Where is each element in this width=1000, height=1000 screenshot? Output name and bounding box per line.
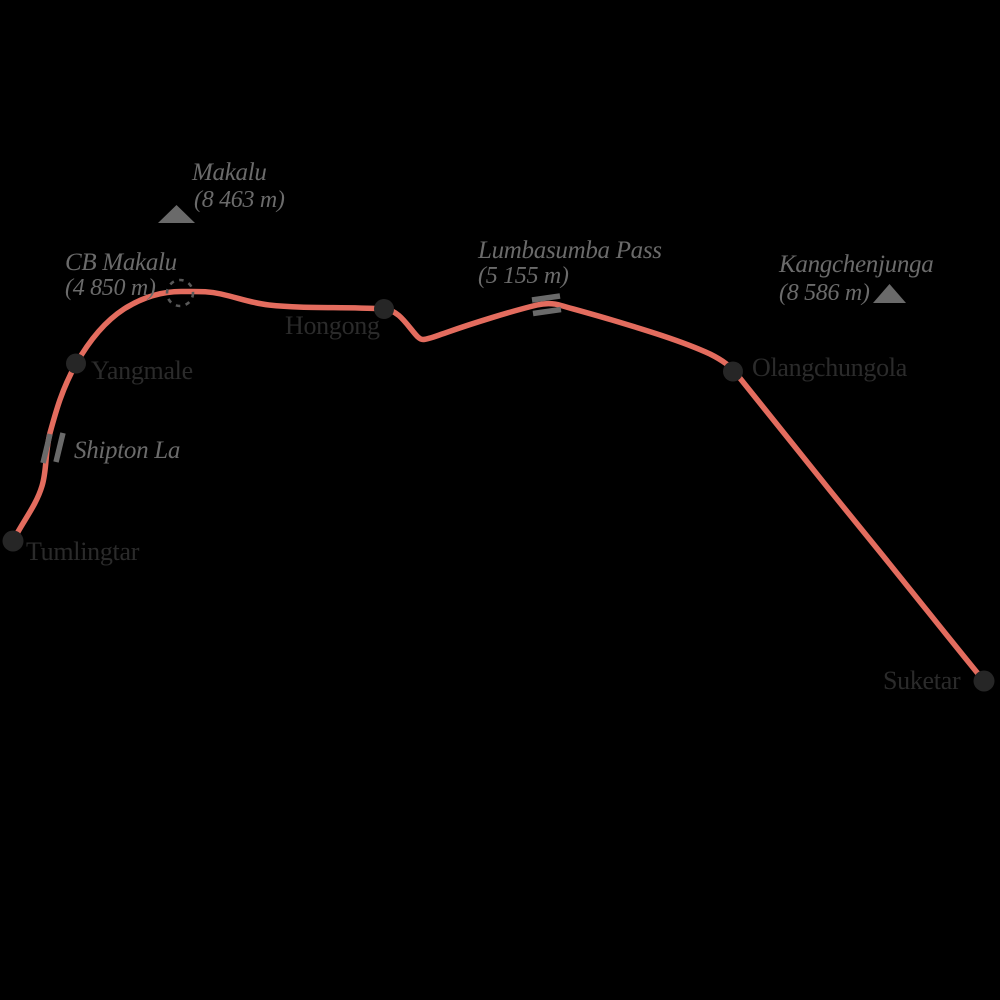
stop-label-tumlingtar: Tumlingtar [26,537,140,566]
peak-elevation-kangchenjunga: (8 586 m) [779,280,870,306]
peak-label-makalu: Makalu [192,159,267,186]
pass-elevation-lumbasumba: (5 155 m) [478,263,569,289]
peak-elevation-makalu: (8 463 m) [194,187,285,213]
base-camp-label-cb-makalu: CB Makalu [65,249,177,276]
pass-label-shipton-la: Shipton La [74,437,181,464]
peak-label-kangchenjunga: Kangchenjunga [779,251,934,278]
stop-dot-olangchungola [723,361,743,382]
stop-label-hongong: Hongong [285,311,380,340]
base-camp-circle-icon [165,278,195,308]
peak-triangle-icon-kangchenjunga [873,284,906,303]
stop-dot-hongong [374,299,394,319]
pass-marker-icon-lumbasumba [531,293,562,317]
pass-label-lumbasumba: Lumbasumba Pass [478,237,662,264]
stop-label-yangmale: Yangmale [91,356,193,385]
route-line [10,288,987,684]
peak-triangle-icon-makalu [158,205,195,223]
stop-label-olangchungola: Olangchungola [752,353,907,382]
stop-label-suketar: Suketar [883,666,961,695]
base-camp-elevation-cb-makalu: (4 850 m) [65,275,156,301]
stop-dot-tumlingtar [2,530,24,552]
stop-dot-yangmale [66,353,86,374]
stop-dot-suketar [973,670,995,692]
pass-marker-icon-shipton-la [40,432,66,464]
